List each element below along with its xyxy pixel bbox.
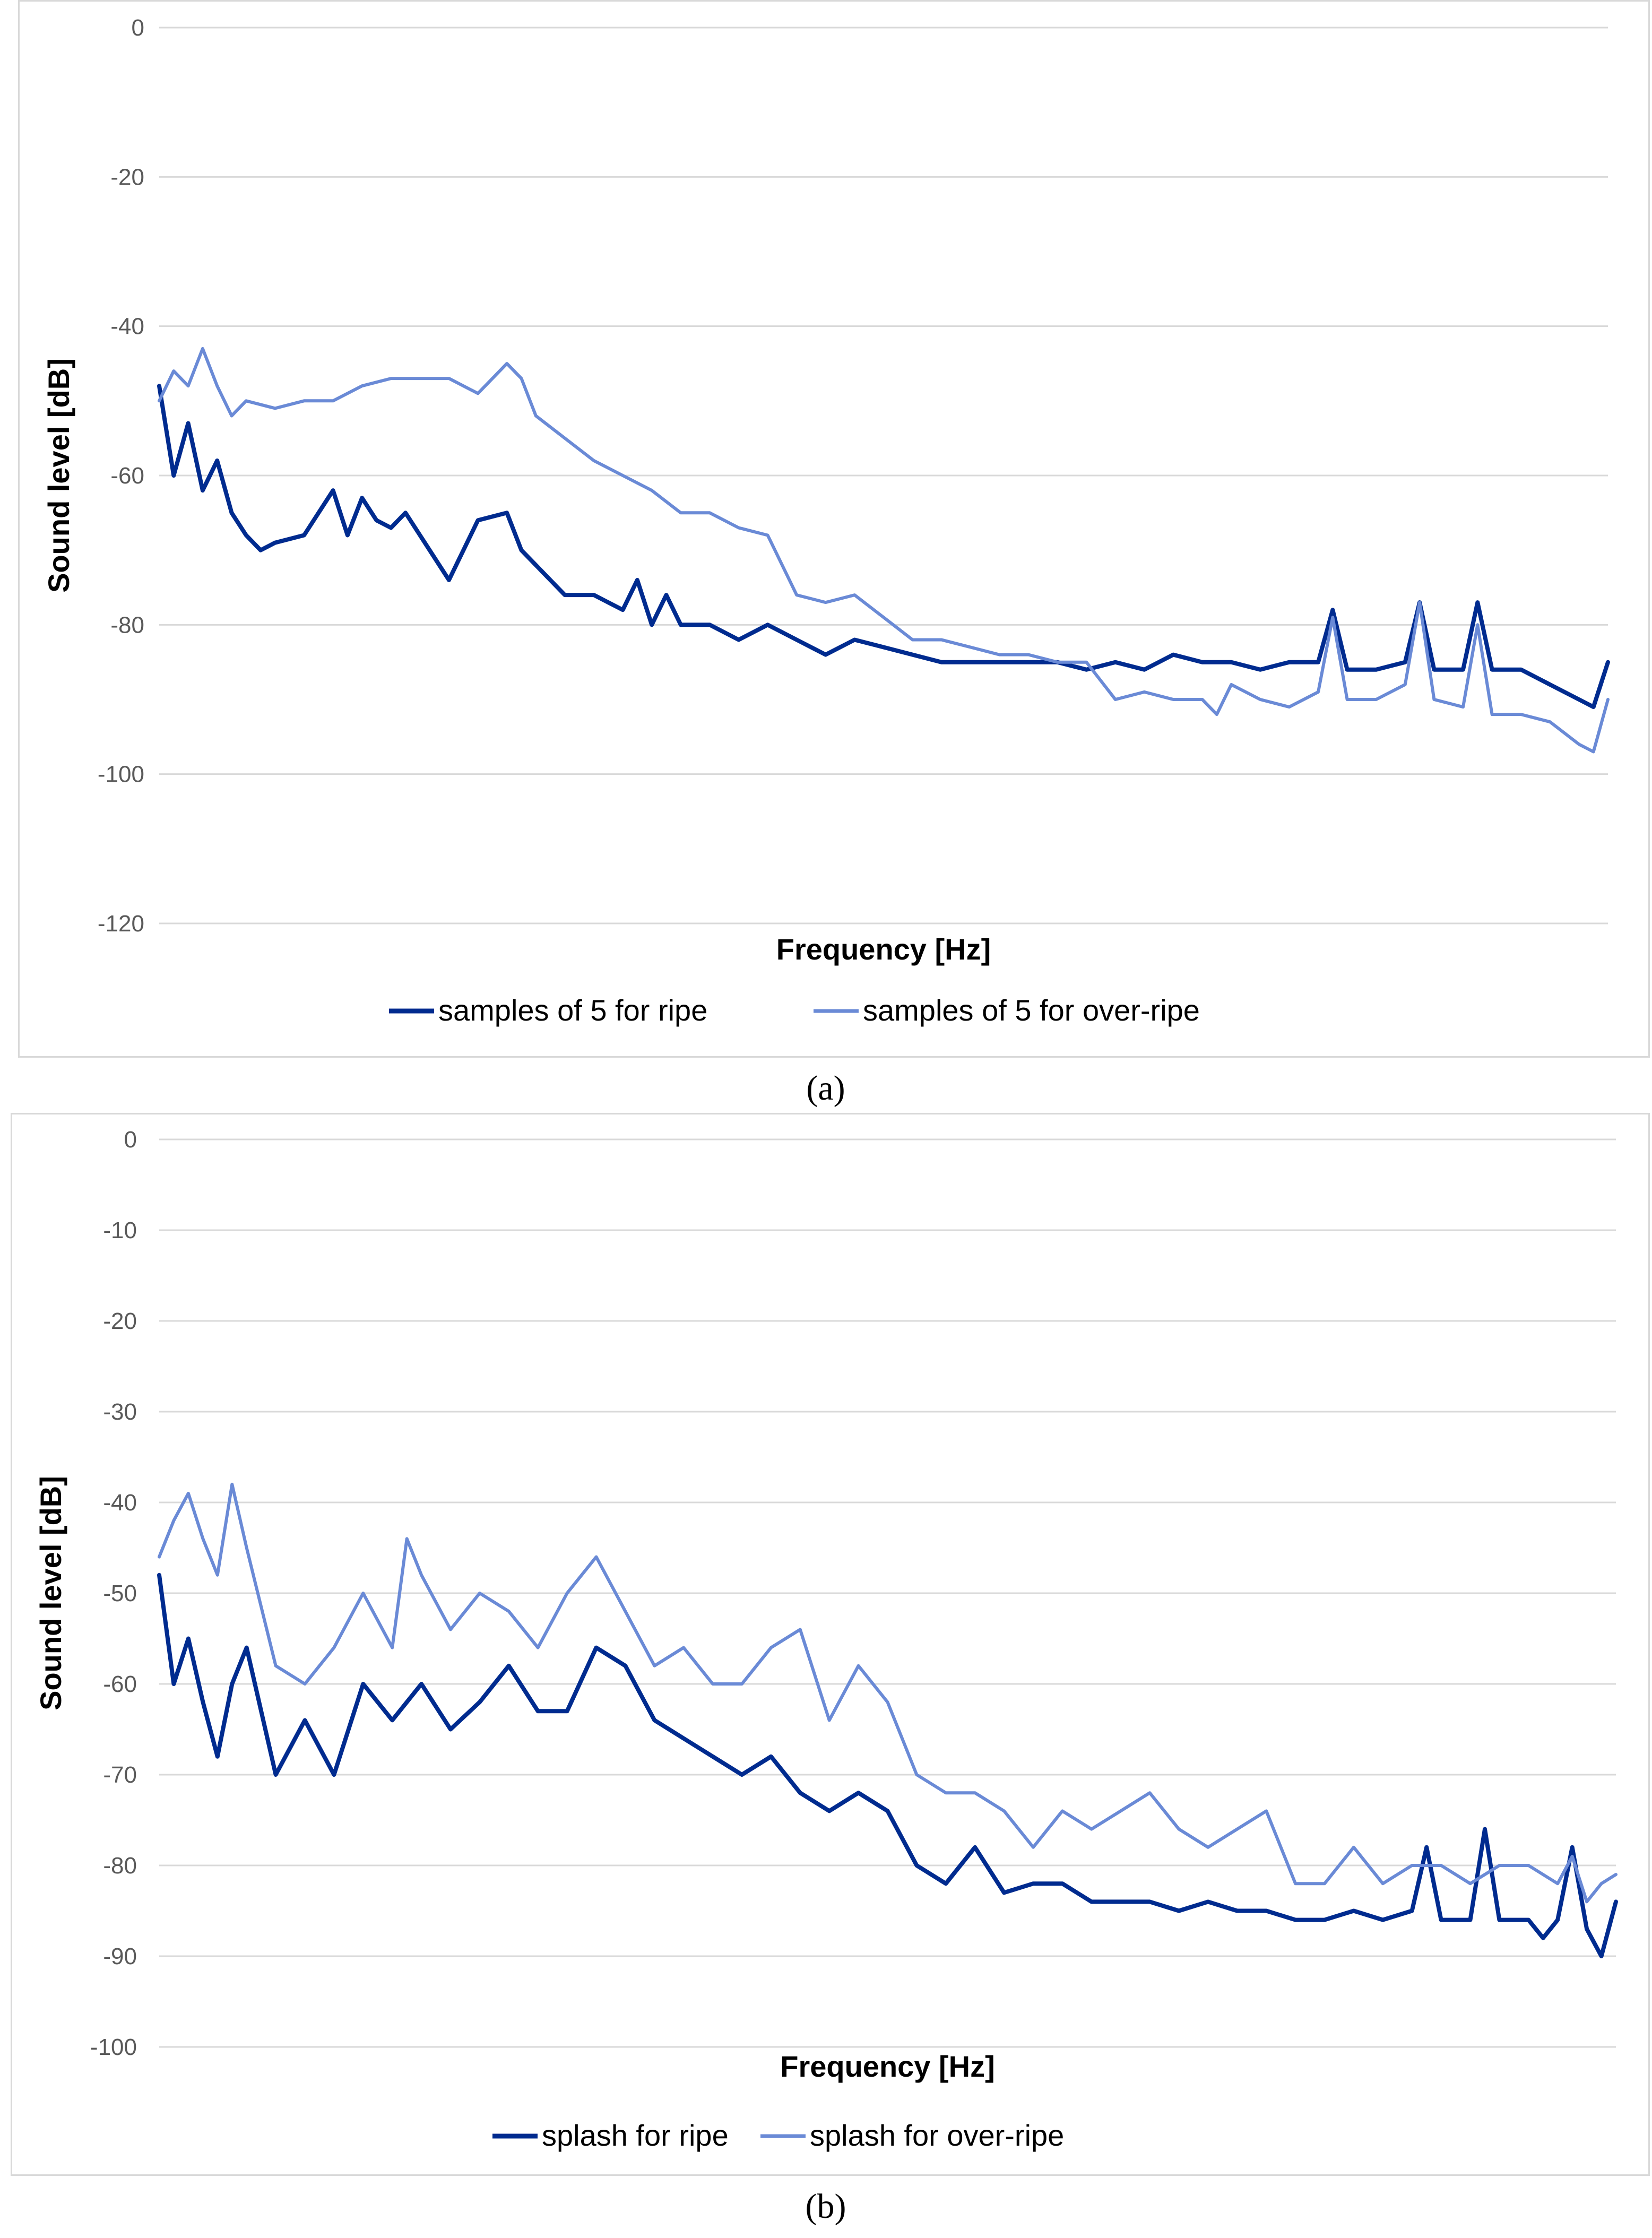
- y-tick-label-a-0: 0: [132, 15, 144, 41]
- y-tick-label-b-1: -10: [103, 1217, 137, 1243]
- y-tick-label-b-0: 0: [124, 1127, 137, 1153]
- legend-label-a-0: samples of 5 for ripe: [438, 993, 707, 1027]
- series-line-b-0: [157, 1572, 1618, 1958]
- series-line-a-0: [157, 384, 1610, 710]
- y-axis-title-b: Sound level [dB]: [34, 1476, 67, 1710]
- series-line-a-1: [158, 347, 1610, 754]
- y-tick-label-b-9: -90: [103, 1943, 137, 1969]
- y-tick-label-b-8: -80: [103, 1853, 137, 1879]
- y-tick-label-b-2: -20: [103, 1308, 137, 1334]
- legend-label-b-1: splash for over-ripe: [810, 2119, 1064, 2152]
- series-line-b-1: [158, 1482, 1618, 1904]
- y-tick-label-b-10: -100: [90, 2034, 137, 2060]
- y-tick-label-b-6: -60: [103, 1671, 137, 1697]
- y-tick-label-a-4: -80: [110, 612, 144, 638]
- y-tick-label-a-2: -40: [110, 314, 144, 340]
- y-tick-label-b-7: -70: [103, 1762, 137, 1788]
- y-tick-label-a-5: -100: [98, 762, 144, 788]
- y-tick-label-a-3: -60: [110, 463, 144, 489]
- caption-b: (b): [805, 2187, 846, 2226]
- legend-label-b-0: splash for ripe: [542, 2119, 729, 2152]
- chart-panel-b: [11, 1113, 1650, 2176]
- y-tick-label-b-4: -40: [103, 1490, 137, 1516]
- x-axis-title-b: Frequency [Hz]: [780, 2050, 995, 2083]
- y-tick-label-b-3: -30: [103, 1399, 137, 1425]
- y-tick-label-a-6: -120: [98, 911, 144, 937]
- y-tick-label-b-5: -50: [103, 1580, 137, 1606]
- legend-label-a-1: samples of 5 for over-ripe: [863, 993, 1200, 1027]
- y-tick-label-a-1: -20: [110, 164, 144, 190]
- x-axis-title-a: Frequency [Hz]: [776, 932, 991, 966]
- caption-a: (a): [806, 1069, 845, 1108]
- y-axis-title-a: Sound level [dB]: [42, 358, 75, 593]
